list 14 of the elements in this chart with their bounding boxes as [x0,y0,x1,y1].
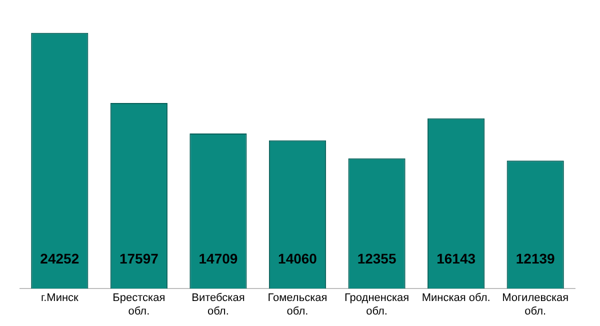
x-tick-label: Могилевская обл. [502,292,569,318]
data-label: 12355 [357,250,396,266]
x-tick-label: Минская обл. [422,292,490,304]
x-tick-label: Витебская обл. [192,292,245,318]
data-label: 17597 [119,250,159,266]
x-tick-label: Гомельская обл. [268,292,328,318]
x-tick-label: Брестская обл. [112,292,166,318]
data-label: 24252 [40,250,80,266]
data-label: 14060 [278,250,318,266]
data-label: 14709 [198,250,238,266]
x-tick-label: г.Минск [40,292,79,304]
x-tick-label: Гродненская обл. [344,292,410,318]
data-label: 12139 [516,250,556,266]
data-label: 16143 [436,250,476,266]
